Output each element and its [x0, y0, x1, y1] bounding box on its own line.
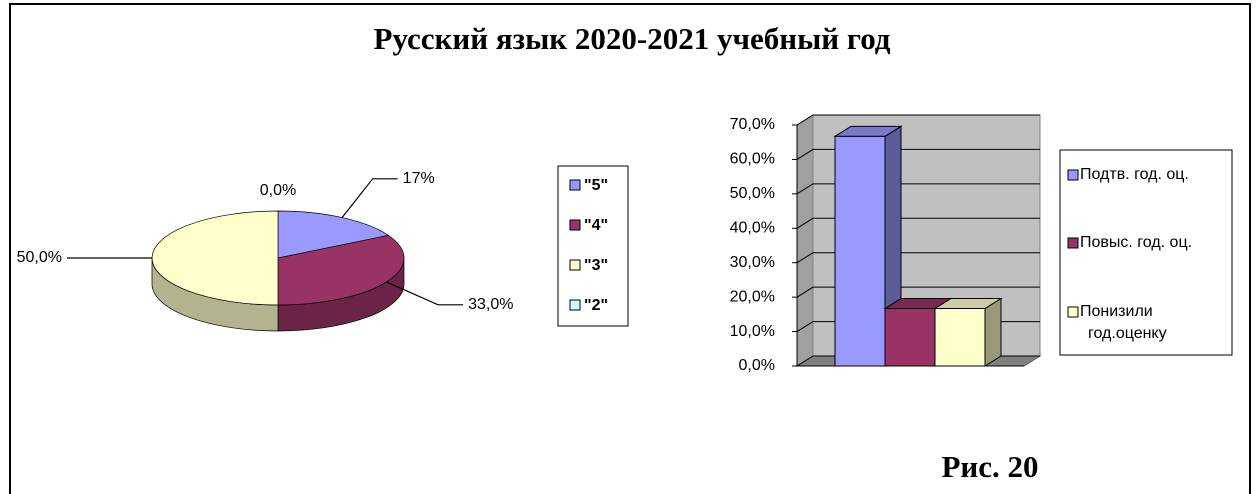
grid-line [796, 217, 1040, 229]
pie-slice [277, 234, 405, 306]
legend-label: Понизили год.оценку [1080, 303, 1167, 342]
pie-slice [277, 210, 390, 259]
y-tick-label: 70,0% [730, 116, 775, 133]
y-tick-label: 20,0% [730, 288, 775, 305]
legend-swatch [1067, 306, 1079, 318]
page-title: Русский язык 2020-2021 учебный год [374, 21, 891, 56]
pie-value-label: 0,0% [260, 182, 296, 199]
pie-value-label: 17% [403, 170, 435, 187]
grid-line [796, 183, 1040, 195]
legend-label: Подтв. год. оц. [1080, 166, 1189, 183]
figure-label: Рис. 20 [941, 449, 1038, 484]
side-wall [796, 114, 814, 367]
y-tick-label: 60,0% [730, 151, 775, 168]
y-tick-label: 50,0% [730, 185, 775, 202]
legend-swatch [569, 299, 581, 311]
grid-line [796, 148, 1040, 160]
pie-legend-box [557, 165, 629, 327]
y-tick-label: 40,0% [730, 220, 775, 237]
pie-value-label: 33,0% [468, 296, 513, 313]
legend-label: "5" [584, 177, 608, 194]
pie-slice [151, 210, 279, 306]
leader-line [341, 178, 398, 218]
legend-swatch [569, 259, 581, 271]
leader-line [386, 281, 464, 306]
bar-side [984, 297, 1002, 367]
legend-swatch [1067, 169, 1079, 181]
legend-label: Повыс. год. оц. [1080, 234, 1192, 251]
legend-swatch [1067, 237, 1079, 249]
bar [884, 308, 936, 367]
y-tick-label: 10,0% [730, 323, 775, 340]
legend-swatch [569, 219, 581, 231]
pie-value-label: 50,0% [17, 249, 62, 266]
bar [834, 135, 886, 367]
bar-legend-box [1059, 149, 1233, 356]
grid-line [796, 114, 1040, 126]
bar [934, 308, 986, 367]
grid-line [796, 252, 1040, 264]
legend-label: "4" [584, 217, 608, 234]
legend-label: "3" [584, 257, 608, 274]
legend-swatch [569, 179, 581, 191]
y-tick-label: 0,0% [739, 357, 775, 374]
y-tick-label: 30,0% [730, 254, 775, 271]
legend-label: "2" [584, 297, 608, 314]
grid-line [796, 286, 1040, 298]
